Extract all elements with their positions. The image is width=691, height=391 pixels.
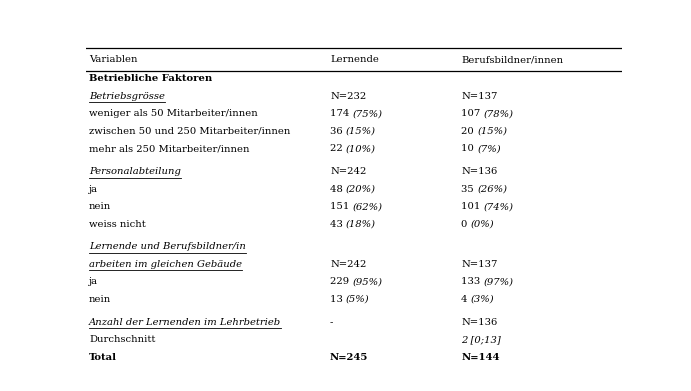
Text: N=245: N=245 [330, 353, 368, 362]
Text: arbeiten im gleichen Gebäude: arbeiten im gleichen Gebäude [89, 260, 242, 269]
Text: 43: 43 [330, 219, 346, 229]
Text: 101: 101 [461, 202, 484, 211]
Text: nein: nein [89, 202, 111, 211]
Text: zwischen 50 und 250 Mitarbeiter/innen: zwischen 50 und 250 Mitarbeiter/innen [89, 127, 290, 136]
Text: 174: 174 [330, 109, 352, 118]
Text: (15%): (15%) [477, 127, 507, 136]
Text: (62%): (62%) [352, 202, 383, 211]
Text: mehr als 250 Mitarbeiter/innen: mehr als 250 Mitarbeiter/innen [89, 144, 249, 153]
Text: Anzahl der Lernenden im Lehrbetrieb: Anzahl der Lernenden im Lehrbetrieb [89, 318, 281, 327]
Text: weniger als 50 Mitarbeiter/innen: weniger als 50 Mitarbeiter/innen [89, 109, 258, 118]
Text: (95%): (95%) [352, 277, 382, 286]
Text: (10%): (10%) [346, 144, 376, 153]
Text: weiss nicht: weiss nicht [89, 219, 146, 229]
Text: 229: 229 [330, 277, 352, 286]
Text: 20: 20 [461, 127, 477, 136]
Text: Personalabteilung: Personalabteilung [89, 167, 181, 176]
Text: 48: 48 [330, 185, 346, 194]
Text: Lernende: Lernende [330, 56, 379, 65]
Text: (7%): (7%) [477, 144, 501, 153]
Text: 4: 4 [461, 295, 471, 304]
Text: N=137: N=137 [461, 260, 498, 269]
Text: Betriebliche Faktoren: Betriebliche Faktoren [89, 74, 212, 83]
Text: 36: 36 [330, 127, 346, 136]
Text: N=144: N=144 [461, 353, 500, 362]
Text: 151: 151 [330, 202, 352, 211]
Text: 35: 35 [461, 185, 477, 194]
Text: 2 [0;13]: 2 [0;13] [461, 335, 501, 344]
Text: (78%): (78%) [484, 109, 513, 118]
Text: ja: ja [89, 277, 98, 286]
Text: 0: 0 [461, 219, 471, 229]
Text: 107: 107 [461, 109, 484, 118]
Text: (75%): (75%) [352, 109, 383, 118]
Text: N=242: N=242 [330, 167, 366, 176]
Text: (0%): (0%) [471, 219, 494, 229]
Text: 10: 10 [461, 144, 477, 153]
Text: N=137: N=137 [461, 92, 498, 101]
Text: Lernende und Berufsbildner/in: Lernende und Berufsbildner/in [89, 242, 246, 251]
Text: N=242: N=242 [330, 260, 366, 269]
Text: Variablen: Variablen [89, 56, 138, 65]
Text: (74%): (74%) [484, 202, 513, 211]
Text: (20%): (20%) [346, 185, 376, 194]
Text: N=232: N=232 [330, 92, 366, 101]
Text: Berufsbildner/innen: Berufsbildner/innen [461, 56, 563, 65]
Text: (18%): (18%) [346, 219, 376, 229]
Text: 22: 22 [330, 144, 346, 153]
Text: nein: nein [89, 295, 111, 304]
Text: -: - [330, 318, 334, 327]
Text: N=136: N=136 [461, 318, 498, 327]
Text: Total: Total [89, 353, 117, 362]
Text: (97%): (97%) [484, 277, 513, 286]
Text: N=136: N=136 [461, 167, 498, 176]
Text: ja: ja [89, 185, 98, 194]
Text: (15%): (15%) [346, 127, 376, 136]
Text: (3%): (3%) [471, 295, 495, 304]
Text: 133: 133 [461, 277, 484, 286]
Text: (26%): (26%) [477, 185, 507, 194]
Text: Betriebsgrösse: Betriebsgrösse [89, 92, 165, 101]
Text: 13: 13 [330, 295, 346, 304]
Text: Durchschnitt: Durchschnitt [89, 335, 155, 344]
Text: (5%): (5%) [346, 295, 370, 304]
